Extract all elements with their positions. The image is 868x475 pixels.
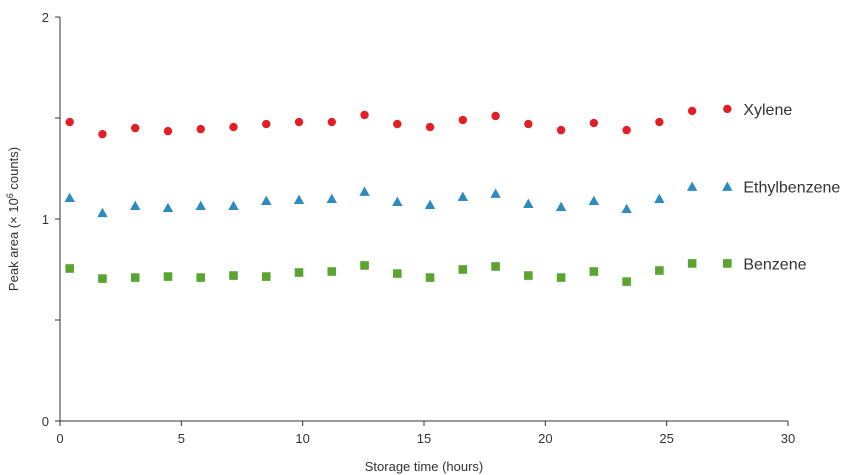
xylene-point <box>262 119 271 129</box>
xylene-point <box>655 117 664 127</box>
x-tick-label: 5 <box>178 431 185 446</box>
benzene-point <box>229 271 238 280</box>
xylene-point <box>425 122 435 132</box>
y-tick-label: 1 <box>42 212 49 227</box>
benzene-point <box>327 267 337 276</box>
xylene-point <box>524 119 533 129</box>
xylene-point <box>163 126 173 136</box>
xylene-point <box>98 129 107 139</box>
axes <box>59 17 788 422</box>
benzene-point <box>589 267 599 276</box>
xylene-point <box>687 106 697 116</box>
benzene-point <box>196 273 206 282</box>
xylene-point <box>622 125 631 135</box>
x-tick-label: 10 <box>295 431 309 446</box>
benzene-point <box>163 272 173 281</box>
benzene-point <box>294 268 304 277</box>
xylene-point <box>229 122 238 132</box>
benzene-point <box>261 272 271 281</box>
benzene-point <box>393 269 402 278</box>
x-ticks: 0 5 10 15 20 25 30 <box>56 421 795 446</box>
y-tick-label: 2 <box>42 10 49 25</box>
xylene-point <box>131 123 140 133</box>
ethylbenzene-point <box>326 193 337 203</box>
ethylbenzene-point <box>424 199 436 210</box>
benzene-point <box>458 265 468 274</box>
xylene-point <box>360 110 369 120</box>
xylene-point <box>491 111 500 121</box>
benzene-point <box>687 259 697 268</box>
benzene-legend-marker <box>723 259 732 268</box>
xylene-point <box>458 115 468 125</box>
ethylbenzene-legend-label: Ethylbenzene <box>743 180 840 197</box>
ethylbenzene-point <box>686 181 698 191</box>
ethylbenzene-point <box>261 195 272 205</box>
y-axis-title: Peak area (× 106 counts) <box>5 147 21 291</box>
benzene-point <box>425 273 435 282</box>
ethylbenzene-point <box>97 207 108 218</box>
benzene-point <box>65 264 75 273</box>
benzene-point <box>524 271 533 280</box>
ethylbenzene-point <box>457 191 469 201</box>
ethylbenzene-legend-marker <box>722 181 733 191</box>
y-ticks: 0 1 2 <box>42 10 60 429</box>
xylene-legend-marker <box>723 104 732 114</box>
x-tick-label: 20 <box>538 431 552 446</box>
y-axis-title-units: counts) <box>6 147 21 193</box>
ethylbenzene-point <box>523 198 534 209</box>
xylene-point <box>393 119 402 129</box>
ethylbenzene-point <box>195 200 206 211</box>
xylene-point <box>196 124 205 134</box>
legend: Xylene Ethylbenzene Benzene <box>722 102 840 273</box>
xylene-point <box>65 117 74 127</box>
xylene-legend-label: Xylene <box>743 102 792 119</box>
benzene-legend-label: Benzene <box>743 256 806 273</box>
y-axis-title-superscript: 6 <box>5 193 15 198</box>
xylene-point <box>589 118 599 128</box>
ethylbenzene-point <box>490 188 501 198</box>
ethylbenzene-point <box>588 195 600 205</box>
x-axis-title: Storage time (hours) <box>365 459 484 474</box>
xylene-point <box>294 117 304 127</box>
ethylbenzene-point <box>621 203 632 214</box>
benzene-point <box>360 261 369 270</box>
benzene-point <box>655 266 664 275</box>
x-tick-label: 15 <box>417 431 431 446</box>
ethylbenzene-point <box>162 202 174 213</box>
ethylbenzene-point <box>654 193 665 203</box>
ethylbenzene-point <box>359 186 370 196</box>
y-tick-label: 0 <box>42 414 49 429</box>
benzene-point <box>491 262 500 271</box>
xylene-point <box>327 117 336 127</box>
x-tick-label: 30 <box>781 431 795 446</box>
x-tick-label: 25 <box>659 431 673 446</box>
ethylbenzene-point <box>293 194 305 204</box>
x-tick-label: 0 <box>56 431 63 446</box>
benzene-point <box>556 273 566 282</box>
xylene-point <box>556 125 566 135</box>
ethylbenzene-point <box>555 201 567 212</box>
y-axis-title-main: Peak area (× 10 <box>6 198 21 291</box>
benzene-point <box>130 273 140 282</box>
ethylbenzene-point <box>130 200 141 211</box>
benzene-point <box>622 277 631 286</box>
data-markers <box>64 106 698 286</box>
ethylbenzene-point <box>228 200 239 211</box>
benzene-point <box>98 274 107 283</box>
ethylbenzene-point <box>64 192 75 202</box>
ethylbenzene-point <box>392 196 403 206</box>
